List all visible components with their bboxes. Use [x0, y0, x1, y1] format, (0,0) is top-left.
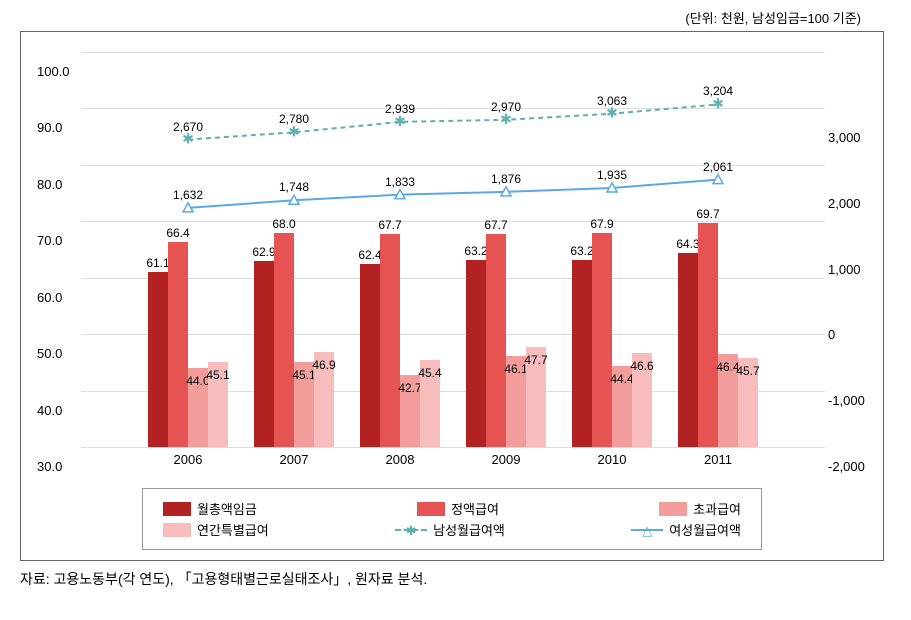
y-left-tick: 40.0 [37, 403, 62, 418]
bar [380, 234, 400, 447]
legend-swatch [163, 502, 191, 516]
legend-swatch [659, 502, 687, 516]
legend-label: 월총액임금 [197, 499, 257, 518]
legend-item: 월총액임금 [163, 499, 257, 518]
x-label: 2008 [386, 452, 415, 467]
bar [360, 264, 380, 447]
bar [486, 234, 506, 447]
legend-item: 초과급여 [659, 499, 741, 518]
legend-marker-icon: ✱ [406, 523, 417, 539]
bars-area: 61.166.444.045.162.968.045.146.962.467.7… [81, 52, 825, 447]
bar [466, 260, 486, 447]
bar-label: 45.7 [733, 364, 763, 378]
bar-label: 46.9 [309, 358, 339, 372]
line-value-label: 3,204 [703, 84, 733, 98]
plot-area: 61.166.444.045.162.968.045.146.962.467.7… [81, 52, 825, 447]
bar [698, 223, 718, 447]
line-value-label: 1,876 [491, 172, 521, 186]
bar-label: 45.4 [415, 366, 445, 380]
line-value-label: 3,063 [597, 94, 627, 108]
bar [254, 261, 274, 447]
x-label: 2011 [704, 452, 732, 467]
legend-swatch [163, 523, 191, 537]
bar [274, 233, 294, 447]
x-label: 2009 [492, 452, 521, 467]
legend-line-icon: △ [631, 529, 663, 531]
y-right-tick: 1,000 [828, 262, 861, 277]
line-value-label: 2,670 [173, 120, 203, 134]
y-right-tick: 3,000 [828, 130, 861, 145]
line-value-label: 2,061 [703, 160, 733, 174]
y-left-tick: 70.0 [37, 233, 62, 248]
x-label: 2010 [598, 452, 627, 467]
bar-label: 46.6 [627, 359, 657, 373]
chart-frame: 30.0 40.0 50.0 60.0 70.0 80.0 90.0 100.0 -2,000… [20, 31, 884, 561]
line-value-label: 1,632 [173, 188, 203, 202]
x-label: 2006 [174, 452, 203, 467]
y-left-tick: 60.0 [37, 290, 62, 305]
legend-label: 연간특별급여 [197, 520, 269, 539]
legend-label: 초과급여 [693, 499, 741, 518]
y-right-tick: -2,000 [828, 459, 865, 474]
bar-label: 69.7 [693, 207, 723, 221]
bar-label: 45.1 [203, 368, 233, 382]
legend-item: ✱ 남성월급여액 [395, 520, 505, 539]
y-left-tick: 50.0 [37, 346, 62, 361]
legend-line-icon: ✱ [395, 529, 427, 531]
gridline [81, 447, 825, 448]
legend-item: 연간특별급여 [163, 520, 269, 539]
legend-item: △ 여성월급여액 [631, 520, 741, 539]
line-value-label: 1,935 [597, 168, 627, 182]
bar [678, 253, 698, 447]
y-right-tick: 0 [828, 327, 835, 342]
legend-label: 정액급여 [451, 499, 499, 518]
bar-label: 67.9 [587, 217, 617, 231]
y-right-tick: 2,000 [828, 196, 861, 211]
bar-label: 67.7 [375, 218, 405, 232]
bar [592, 233, 612, 447]
y-left-tick: 30.0 [37, 459, 62, 474]
y-left-tick: 90.0 [37, 120, 62, 135]
unit-label: (단위: 천원, 남성임금=100 기준) [20, 8, 891, 27]
x-label: 2007 [280, 452, 309, 467]
y-right-tick: -1,000 [828, 393, 865, 408]
bar [168, 242, 188, 447]
bar [148, 272, 168, 447]
legend-item: 정액급여 [417, 499, 499, 518]
legend-label: 남성월급여액 [433, 520, 505, 539]
bar-label: 66.4 [163, 226, 193, 240]
y-left-tick: 80.0 [37, 177, 62, 192]
legend: 월총액임금 정액급여 초과급여 연간특별급여 ✱ 남성월급여액 △ 여성월급여액 [142, 488, 762, 550]
line-value-label: 1,748 [279, 180, 309, 194]
legend-swatch [417, 502, 445, 516]
line-value-label: 2,970 [491, 100, 521, 114]
line-value-label: 2,939 [385, 102, 415, 116]
y-left-tick: 100.0 [37, 64, 70, 79]
bar [572, 260, 592, 447]
bar-label: 47.7 [521, 353, 551, 367]
bar-label: 67.7 [481, 218, 511, 232]
bar-label: 68.0 [269, 217, 299, 231]
source-note: 자료: 고용노동부(각 연도), 「고용형태별근로실태조사」, 원자료 분석. [20, 569, 891, 589]
line-value-label: 2,780 [279, 112, 309, 126]
line-value-label: 1,833 [385, 175, 415, 189]
legend-label: 여성월급여액 [669, 520, 741, 539]
legend-marker-icon: △ [642, 523, 652, 539]
